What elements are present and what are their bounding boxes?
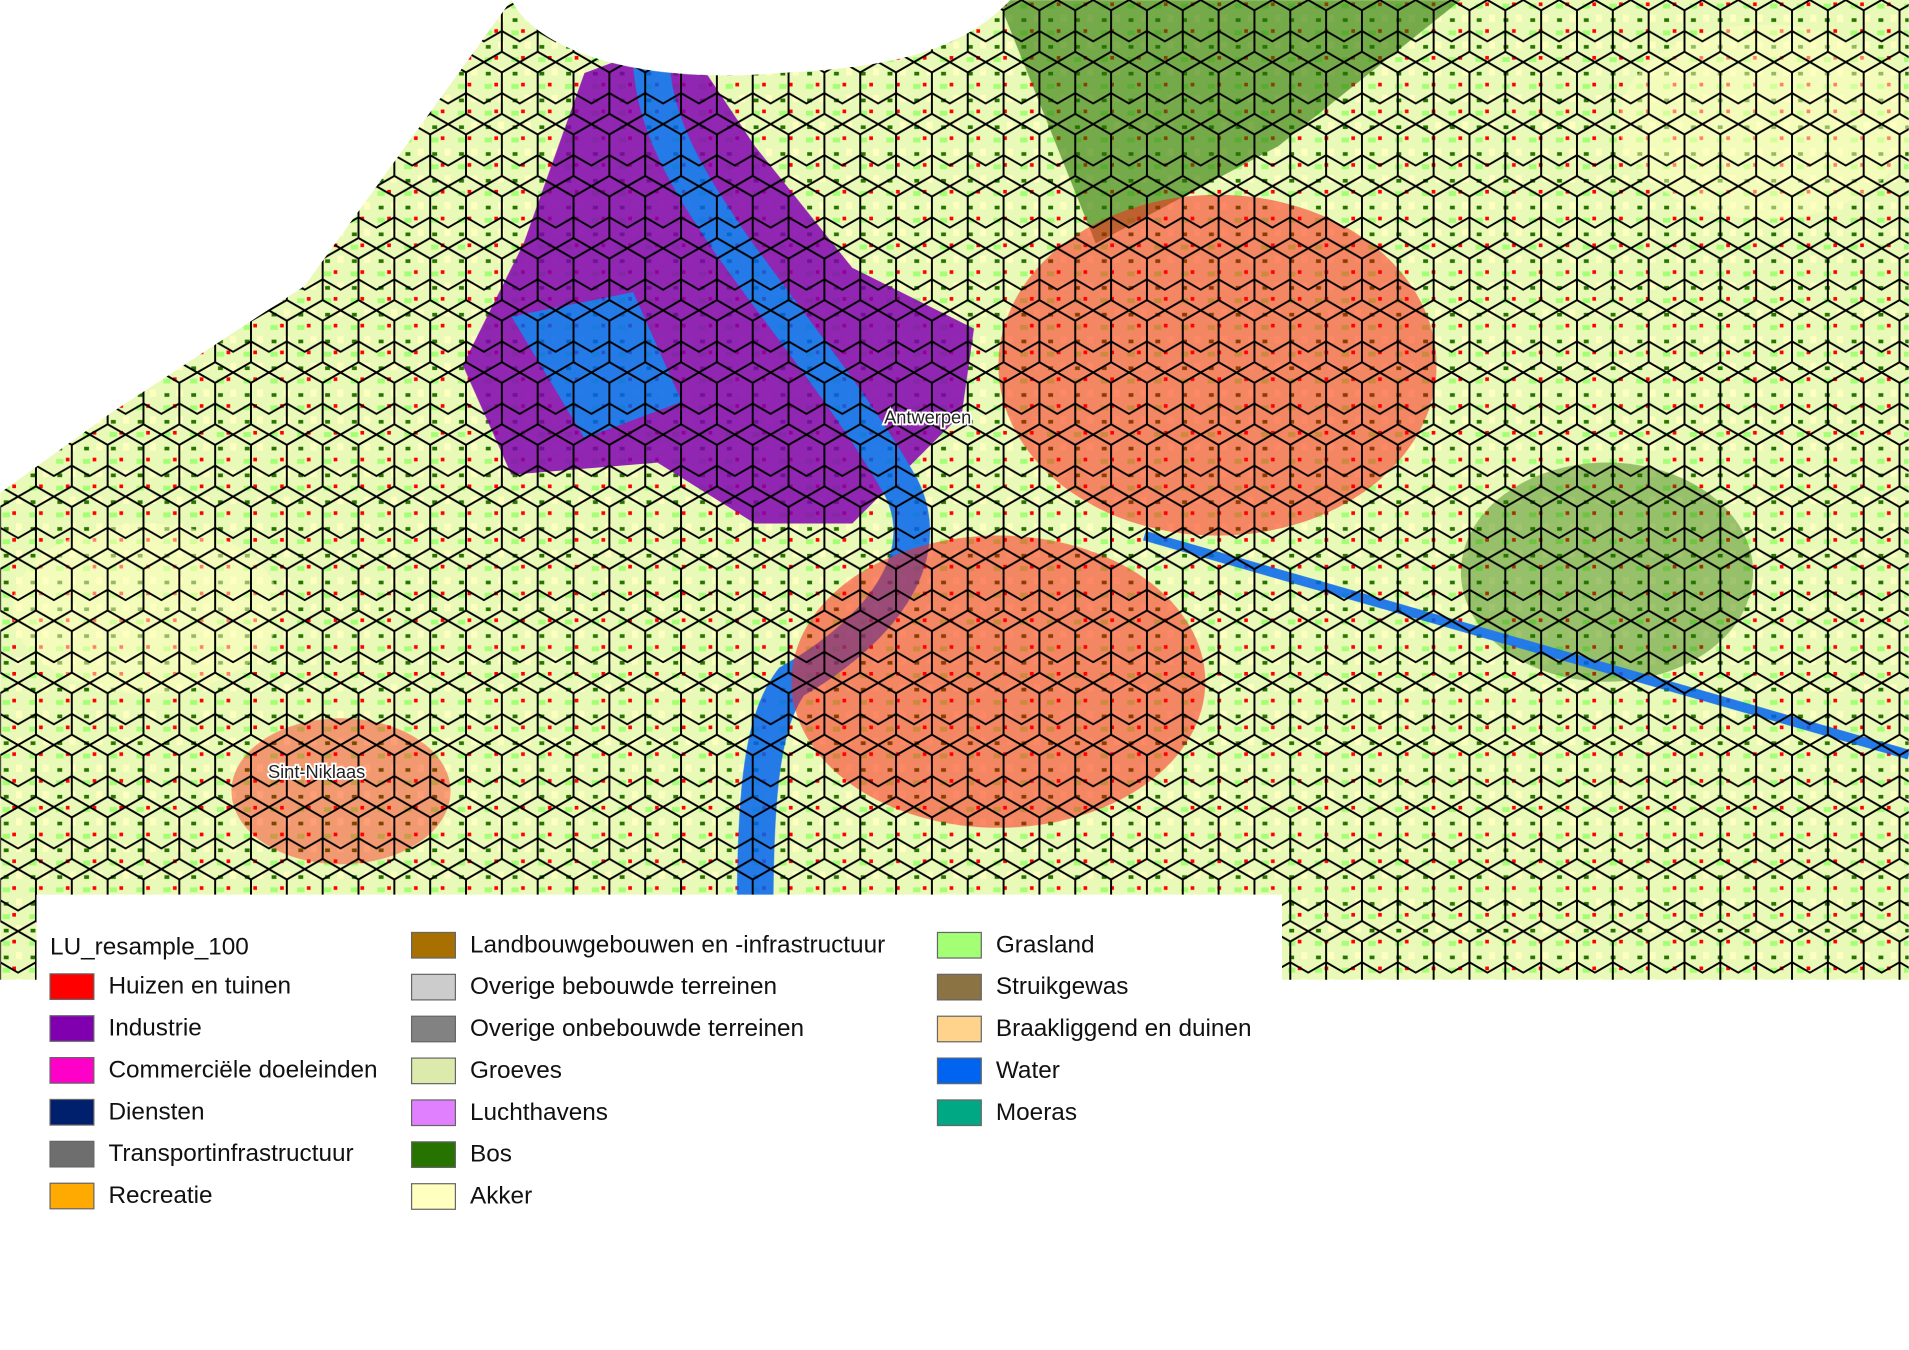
legend-label: Akker	[470, 1183, 532, 1210]
legend-panel	[36, 894, 1282, 1350]
legend-swatch	[49, 1182, 95, 1210]
legend-label: Overige bebouwde terreinen	[470, 973, 777, 1000]
legend-swatch	[936, 931, 982, 959]
legend-label: Landbouwgebouwen en -infrastructuur	[470, 931, 885, 958]
legend-label: Diensten	[108, 1098, 204, 1125]
legend-label: Bos	[470, 1141, 512, 1168]
legend-swatch	[410, 973, 457, 1001]
legend-label: Grasland	[996, 931, 1095, 958]
legend-title: LU_resample_100	[50, 934, 249, 961]
place-label: Antwerpen	[884, 407, 971, 428]
legend-label: Recreatie	[108, 1182, 212, 1209]
legend-swatch	[49, 1056, 95, 1084]
legend-swatch	[49, 1140, 95, 1168]
legend-swatch	[936, 1099, 982, 1127]
legend-label: Braakliggend en duinen	[996, 1015, 1252, 1042]
legend-swatch	[936, 973, 982, 1001]
legend-swatch	[410, 1015, 457, 1043]
legend-label: Overige onbebouwde terreinen	[470, 1015, 804, 1042]
legend-swatch	[49, 973, 95, 1001]
legend-swatch	[936, 1057, 982, 1085]
legend-swatch	[410, 1183, 457, 1210]
legend: Huizen en tuinen Industrie Commerciële doe…	[49, 931, 1252, 1210]
land-use-raster	[0, 0, 1909, 980]
legend-label: Water	[996, 1057, 1060, 1084]
legend-label: Huizen en tuinen	[108, 973, 291, 1000]
legend-label: Groeves	[470, 1057, 562, 1084]
legend-swatch	[410, 1099, 457, 1127]
legend-label: Luchthavens	[470, 1099, 608, 1126]
legend-label: Transportinfrastructuur	[108, 1140, 353, 1167]
legend-label: Industrie	[108, 1015, 201, 1042]
legend-label: Struikgewas	[996, 973, 1129, 1000]
legend-swatch	[49, 1098, 95, 1126]
legend-label: Moeras	[996, 1099, 1077, 1126]
legend-swatch	[410, 931, 457, 959]
legend-swatch	[936, 1015, 982, 1043]
place-label: Sint-Niklaas	[268, 761, 365, 782]
legend-swatch	[49, 1015, 95, 1042]
legend-label: Commerciële doeleinden	[108, 1056, 377, 1083]
legend-swatch	[410, 1141, 457, 1169]
legend-swatch	[410, 1057, 457, 1085]
